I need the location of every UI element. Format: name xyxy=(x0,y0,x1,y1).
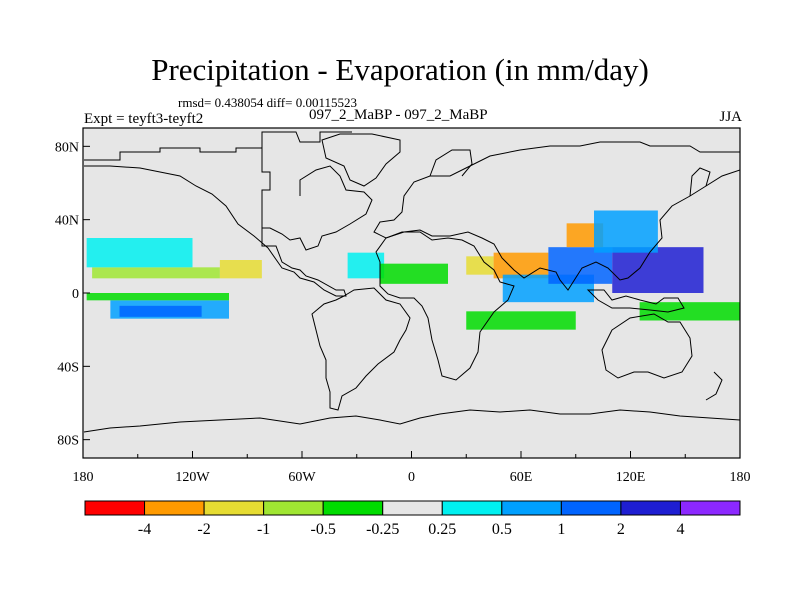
x-tick-label: 0 xyxy=(408,470,415,485)
colorbar-swatch xyxy=(203,500,265,516)
y-tick-label: 40N xyxy=(55,214,79,229)
anomaly-region xyxy=(86,238,193,268)
x-tick-label: 180 xyxy=(730,470,751,485)
colorbar-label: 0.5 xyxy=(492,521,512,538)
chart-title: Precipitation - Evaporation (in mm/day) xyxy=(151,52,649,87)
coastline-greenland xyxy=(321,133,401,187)
colorbar-label: 0.25 xyxy=(428,521,456,538)
colorbar-swatch xyxy=(144,500,205,516)
anomaly-region xyxy=(639,302,740,321)
coastline-kamchatka xyxy=(689,167,711,197)
colorbar-label: -4 xyxy=(138,521,151,538)
colorbar-swatch xyxy=(620,500,681,516)
x-axis: 180 120W 60W 0 60E 120E 180 xyxy=(73,451,751,485)
colorbar-swatch xyxy=(84,500,146,516)
runs-label: 097_2_MaBP - 097_2_MaBP xyxy=(309,107,488,123)
y-tick-label: 80S xyxy=(57,434,79,449)
coastline-indonesia xyxy=(586,289,685,313)
anomaly-region xyxy=(219,260,262,279)
anomaly-region xyxy=(612,247,704,293)
anomaly-region xyxy=(466,256,494,275)
colorbar-label: 1 xyxy=(557,521,565,538)
x-tick-label: 60W xyxy=(288,470,316,485)
colorbar-label: -2 xyxy=(197,521,210,538)
anomaly-region xyxy=(92,267,220,279)
coastline-arctic-islands xyxy=(261,131,352,148)
colorbar-swatch xyxy=(322,500,384,516)
y-tick-label: 80N xyxy=(55,140,79,155)
colorbar-label: 2 xyxy=(617,521,625,538)
colorbar-swatch xyxy=(441,500,503,516)
colorbar-swatch xyxy=(501,500,562,516)
anomaly-region xyxy=(347,252,385,279)
anomaly-region xyxy=(466,311,576,330)
anomaly-region xyxy=(86,293,230,301)
colorbar-swatch xyxy=(382,500,443,516)
colorbar-swatch xyxy=(679,500,741,516)
coastline-antarctica xyxy=(83,409,740,433)
coastline-new-zealand xyxy=(705,371,723,401)
colorbar-label: -1 xyxy=(257,521,270,538)
x-tick-label: 60E xyxy=(510,470,533,485)
stats-label: rmsd= 0.438054 diff= 0.00115523 xyxy=(178,95,357,110)
y-tick-label: 0 xyxy=(72,287,79,302)
y-tick-label: 40S xyxy=(57,360,79,375)
coastline-canada-east xyxy=(262,165,373,251)
coastline-africa xyxy=(375,231,515,381)
experiment-label: Expt = teyft3-teyft2 xyxy=(84,111,204,127)
colorbar-swatch xyxy=(560,500,622,516)
coastline-scandinavia xyxy=(429,149,473,177)
anomaly-region xyxy=(493,252,549,279)
season-label: JJA xyxy=(719,109,742,125)
coastline-eurasia xyxy=(373,141,740,291)
colorbar: -4 -2 -1 -0.5 -0.25 0.25 0.5 1 2 4 xyxy=(84,500,741,538)
anomaly-region xyxy=(380,263,448,284)
x-tick-label: 120W xyxy=(175,470,210,485)
colorbar-label: -0.5 xyxy=(311,521,336,538)
coastline-south-america xyxy=(311,287,411,411)
coastline-layer xyxy=(83,131,740,433)
x-tick-label: 180 xyxy=(73,470,94,485)
y-axis: 80N 40N 0 40S 80S xyxy=(55,140,90,449)
anomaly-region xyxy=(119,305,202,317)
colorbar-swatch xyxy=(263,500,324,516)
coastline-north-america xyxy=(84,147,347,297)
x-tick-label: 120E xyxy=(616,470,646,485)
anomaly-layer xyxy=(86,210,740,330)
coastline-australia xyxy=(601,313,693,379)
colorbar-label: -0.25 xyxy=(366,521,399,538)
anomaly-region xyxy=(594,210,658,253)
colorbar-label: 4 xyxy=(676,521,684,538)
